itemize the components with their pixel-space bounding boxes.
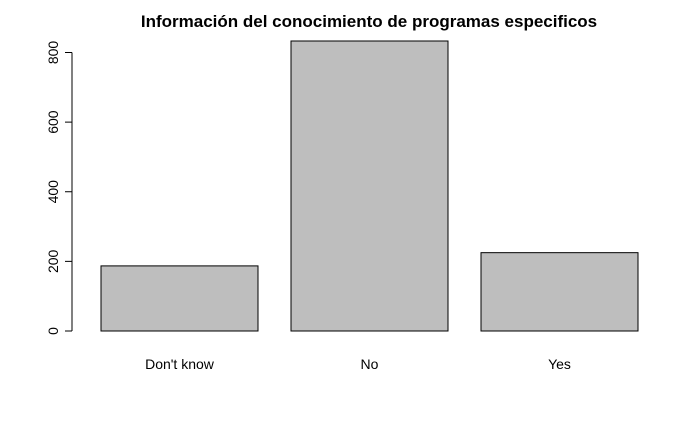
y-tick-label: 800 bbox=[45, 41, 61, 65]
y-tick-label: 600 bbox=[45, 110, 61, 134]
chart-title: Información del conocimiento de programa… bbox=[141, 12, 597, 31]
bar bbox=[100, 265, 259, 332]
bars bbox=[100, 40, 639, 332]
y-tick-label: 0 bbox=[45, 327, 61, 335]
y-tick-label: 400 bbox=[45, 180, 61, 204]
bar bbox=[480, 252, 639, 332]
y-tick-label: 200 bbox=[45, 249, 61, 273]
x-category-label: No bbox=[361, 356, 379, 372]
x-category-label: Don't know bbox=[145, 356, 215, 372]
bar bbox=[290, 40, 449, 332]
y-axis: 0 200 400 600 800 bbox=[45, 41, 73, 335]
x-category-label: Yes bbox=[548, 356, 571, 372]
x-axis-labels: Don't know No Yes bbox=[145, 356, 571, 372]
